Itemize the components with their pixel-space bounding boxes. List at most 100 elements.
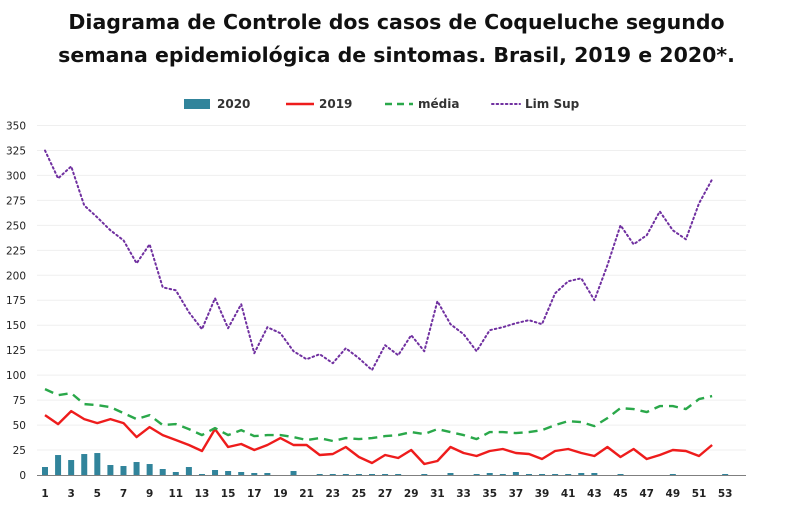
bar-2020-week-45 xyxy=(617,474,624,475)
legend-label-lim-sup: Lim Sup xyxy=(525,97,580,111)
legend-label-2019: 2019 xyxy=(319,97,352,111)
x-tick-label: 43 xyxy=(587,488,602,500)
bar-2020-week-32 xyxy=(447,473,454,475)
x-tick-label: 47 xyxy=(639,488,654,500)
series-line-lim-sup xyxy=(44,149,714,372)
bar-2020-week-3 xyxy=(68,460,75,475)
bar-2020-week-42 xyxy=(578,473,585,475)
x-tick-label: 21 xyxy=(299,488,314,500)
bar-2020-week-6 xyxy=(107,465,114,475)
bar-2020-week-23 xyxy=(329,474,336,475)
bar-2020-week-20 xyxy=(290,471,297,475)
bar-2020-week-49 xyxy=(669,474,676,475)
x-tick-label: 17 xyxy=(247,488,262,500)
bar-2020-week-28 xyxy=(395,474,402,475)
x-axis: 1 3 5 7 9 11 13 15 17 19 21 23 25 27 29 31 33 35 37 39 41 43 4… xyxy=(37,475,746,500)
bar-2020-week-43 xyxy=(591,473,598,475)
y-tick-label: 250 xyxy=(6,220,26,232)
x-tick-label: 31 xyxy=(430,488,445,500)
x-tick-label: 49 xyxy=(666,488,681,500)
line-series xyxy=(44,149,714,466)
x-tick-label: 51 xyxy=(692,488,707,500)
y-tick-label: 325 xyxy=(6,145,26,157)
legend-swatch-2020 xyxy=(184,99,210,109)
bar-2020-week-27 xyxy=(382,474,389,475)
bar-2020-week-30 xyxy=(421,474,428,475)
legend: 2020 2019 média Lim Sup xyxy=(184,97,580,111)
y-tick-label: 100 xyxy=(6,370,26,382)
series-line-m-dia xyxy=(44,388,713,443)
bar-2020-week-34 xyxy=(473,474,480,475)
bar-2020-week-35 xyxy=(486,473,493,475)
bar-2020-week-14 xyxy=(212,470,219,475)
bar-2020-week-17 xyxy=(251,473,258,475)
legend-label-2020: 2020 xyxy=(217,97,250,111)
x-tick-label: 39 xyxy=(535,488,550,500)
x-tick-label: 13 xyxy=(195,488,210,500)
bar-2020-week-13 xyxy=(198,474,205,475)
bar-2020-week-39 xyxy=(539,474,546,475)
x-tick-label: 1 xyxy=(41,488,48,500)
y-tick-label: 200 xyxy=(6,270,26,282)
bar-2020-week-26 xyxy=(369,474,375,475)
x-tick-label: 45 xyxy=(613,488,628,500)
x-tick-label: 37 xyxy=(509,488,524,500)
bar-2020-week-7 xyxy=(120,466,127,475)
x-tick-label: 5 xyxy=(94,488,101,500)
bar-2020-week-41 xyxy=(565,474,572,475)
bar-2020-week-8 xyxy=(133,462,140,475)
x-tick-label: 9 xyxy=(146,488,153,500)
y-tick-label: 75 xyxy=(13,395,26,407)
y-tick-label: 125 xyxy=(6,345,26,357)
gridlines xyxy=(37,124,746,451)
bar-2020-week-9 xyxy=(146,464,153,475)
chart-title-line-1: Diagrama de Controle dos casos de Coquel… xyxy=(68,10,725,34)
y-tick-label: 225 xyxy=(6,245,26,257)
chart-title: Diagrama de Controle dos casos de Coquel… xyxy=(0,6,793,72)
x-tick-label: 35 xyxy=(482,488,497,500)
bar-2020-week-4 xyxy=(81,454,88,475)
y-tick-label: 175 xyxy=(6,295,26,307)
y-tick-label: 275 xyxy=(6,195,26,207)
bar-2020-week-22 xyxy=(316,474,323,475)
legend-label-m-dia: média xyxy=(418,97,459,111)
bar-2020-week-53 xyxy=(722,474,729,475)
x-tick-label: 15 xyxy=(221,488,236,500)
x-tick-label: 41 xyxy=(561,488,576,500)
x-tick-label: 11 xyxy=(168,488,183,500)
bar-2020-week-12 xyxy=(185,467,192,475)
x-tick-label: 7 xyxy=(120,488,127,500)
bar-2020-week-11 xyxy=(172,472,179,475)
bar-2020-week-38 xyxy=(525,474,532,475)
x-tick-label: 29 xyxy=(404,488,419,500)
bar-2020-week-10 xyxy=(159,469,166,475)
x-tick-label: 23 xyxy=(325,488,340,500)
y-tick-label: 150 xyxy=(6,320,26,332)
bar-2020-week-18 xyxy=(264,473,271,475)
bar-2020-week-16 xyxy=(238,472,245,475)
x-tick-label: 53 xyxy=(718,488,733,500)
chart-title-line-2: semana epidemiológica de sintomas. Brasi… xyxy=(58,43,735,67)
y-tick-label: 50 xyxy=(13,420,26,432)
y-tick-label: 25 xyxy=(13,445,26,457)
y-tick-label: 300 xyxy=(6,170,26,182)
bar-2020-week-36 xyxy=(499,474,506,475)
bar-2020-week-40 xyxy=(552,474,559,475)
bars-2020 xyxy=(42,453,729,475)
x-tick-label: 27 xyxy=(378,488,393,500)
bar-2020-week-2 xyxy=(55,455,62,475)
y-tick-label: 0 xyxy=(19,470,26,482)
x-tick-label: 25 xyxy=(352,488,367,500)
x-tick-label: 3 xyxy=(68,488,75,500)
y-tick-label: 350 xyxy=(6,120,26,132)
series-line-2019 xyxy=(44,409,713,466)
x-tick-label: 19 xyxy=(273,488,288,500)
bar-2020-week-1 xyxy=(42,467,48,475)
bar-2020-week-24 xyxy=(342,474,349,475)
bar-2020-week-25 xyxy=(355,474,362,475)
bar-2020-week-37 xyxy=(512,472,519,475)
bar-2020-week-15 xyxy=(225,471,232,475)
x-tick-label: 33 xyxy=(456,488,471,500)
y-axis: 0 25 50 75 100 125 150 175 200 225 250 275 300 325 350 xyxy=(6,120,26,482)
